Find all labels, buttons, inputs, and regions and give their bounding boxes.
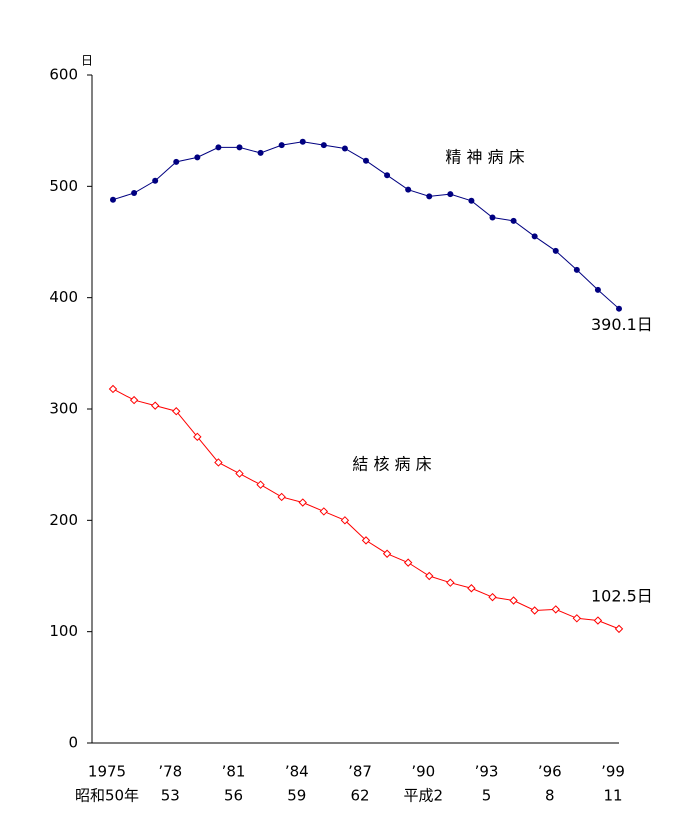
point bbox=[319, 507, 329, 516]
point bbox=[129, 395, 139, 405]
point bbox=[425, 571, 434, 581]
point bbox=[616, 305, 622, 312]
point bbox=[509, 596, 518, 605]
point bbox=[573, 266, 580, 273]
point bbox=[152, 177, 159, 184]
x-tick-label: ’87 bbox=[348, 763, 372, 781]
point bbox=[235, 469, 244, 478]
point bbox=[405, 186, 412, 193]
point bbox=[277, 492, 286, 502]
x-tick-label: 1975 bbox=[88, 763, 126, 781]
y-tick-label: 500 bbox=[49, 177, 78, 195]
point bbox=[298, 498, 307, 507]
point bbox=[530, 606, 539, 615]
point bbox=[173, 158, 180, 165]
y-tick-label: 0 bbox=[68, 734, 78, 752]
point bbox=[172, 407, 181, 416]
x-tick-label: ’78 bbox=[158, 763, 182, 781]
x-era-label: 昭和50年 bbox=[75, 787, 139, 805]
point bbox=[467, 584, 476, 593]
point bbox=[426, 193, 433, 200]
series-label: 結 核 病 床 bbox=[352, 455, 431, 474]
y-tick-label: 100 bbox=[49, 622, 78, 640]
point bbox=[552, 247, 559, 254]
y-unit: 日 bbox=[81, 54, 93, 68]
point bbox=[488, 592, 497, 602]
series-line bbox=[112, 141, 620, 310]
point bbox=[340, 516, 350, 525]
point bbox=[446, 578, 455, 587]
value-label: 102.5日 bbox=[591, 586, 653, 605]
point bbox=[510, 217, 517, 224]
x-tick-label: ’99 bbox=[601, 763, 625, 781]
x-era-label: 59 bbox=[287, 787, 306, 805]
x-era-label: 11 bbox=[603, 787, 622, 805]
point bbox=[594, 286, 601, 293]
point bbox=[256, 480, 265, 489]
point bbox=[363, 157, 369, 164]
x-tick-label: ’90 bbox=[411, 763, 435, 781]
point bbox=[361, 536, 371, 545]
x-era-label: 8 bbox=[545, 787, 555, 805]
point bbox=[593, 616, 603, 625]
point bbox=[551, 605, 560, 614]
point bbox=[320, 142, 327, 149]
point bbox=[215, 144, 222, 151]
point bbox=[341, 145, 348, 152]
x-era-label: 平成2 bbox=[403, 787, 443, 805]
point bbox=[214, 458, 223, 467]
point bbox=[447, 191, 454, 198]
point bbox=[131, 190, 138, 197]
point bbox=[236, 144, 243, 151]
x-era-label: 62 bbox=[350, 787, 369, 805]
point bbox=[403, 558, 413, 567]
x-tick-label: ’96 bbox=[538, 763, 562, 781]
point bbox=[489, 214, 496, 221]
x-tick-label: ’93 bbox=[475, 763, 499, 781]
y-tick-label: 400 bbox=[49, 288, 78, 306]
x-era-label: 53 bbox=[161, 787, 180, 805]
x-era-label: 5 bbox=[482, 787, 492, 805]
x-tick-label: ’84 bbox=[285, 763, 309, 781]
point bbox=[382, 549, 392, 558]
y-tick-label: 600 bbox=[49, 66, 78, 84]
point bbox=[384, 172, 391, 179]
y-tick-label: 200 bbox=[49, 511, 78, 529]
y-tick-label: 300 bbox=[49, 400, 78, 418]
point bbox=[531, 233, 538, 240]
point bbox=[572, 614, 582, 623]
value-label: 390.1日 bbox=[591, 315, 653, 334]
series-line bbox=[112, 388, 620, 630]
point bbox=[108, 384, 118, 394]
point bbox=[194, 154, 201, 161]
point bbox=[614, 624, 624, 634]
point bbox=[150, 401, 160, 410]
point bbox=[468, 197, 475, 204]
point bbox=[193, 432, 202, 442]
point bbox=[278, 142, 285, 149]
series-label: 精 神 病 床 bbox=[445, 148, 524, 167]
point bbox=[299, 138, 306, 145]
x-era-label: 56 bbox=[224, 787, 243, 805]
x-tick-label: ’81 bbox=[222, 763, 246, 781]
point bbox=[257, 149, 264, 156]
point bbox=[110, 196, 116, 203]
